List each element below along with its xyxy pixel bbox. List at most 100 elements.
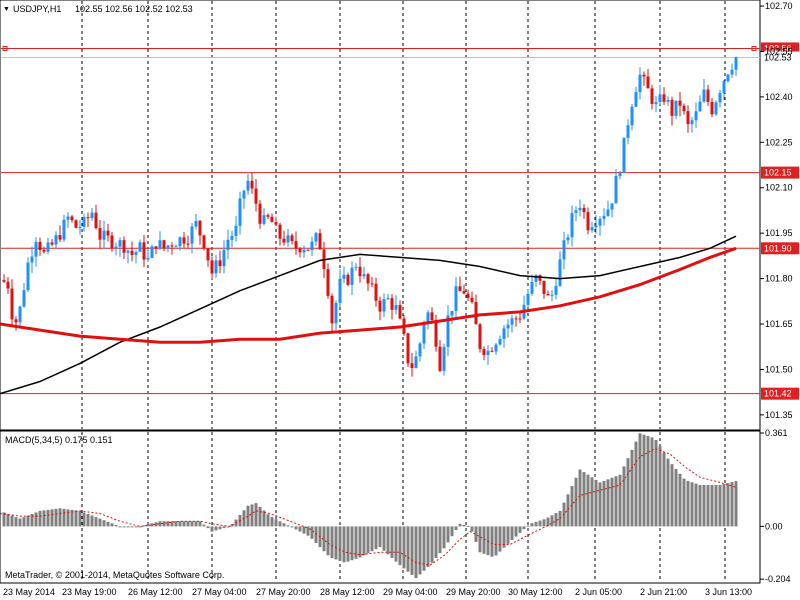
candle-body [354, 266, 358, 268]
macd-bar [370, 526, 374, 552]
level-handle-left [2, 45, 8, 51]
candle-body [666, 99, 670, 102]
macd-bar [458, 523, 462, 527]
candle-body [466, 293, 470, 298]
candle-body [242, 190, 246, 199]
candle-body [554, 285, 558, 295]
candle-body [234, 225, 238, 236]
macd-bar [250, 504, 254, 527]
macd-bar [166, 521, 170, 527]
candle-body [482, 349, 486, 355]
macd-bar [534, 521, 538, 527]
candle-body [198, 220, 202, 236]
price-tick-label: 101.65 [765, 319, 793, 329]
macd-bar [434, 526, 438, 558]
moving-average-red [0, 246, 737, 344]
candle-body [730, 69, 734, 75]
macd-bar [414, 526, 418, 579]
price-level-badge [761, 51, 799, 64]
macd-bar [546, 517, 550, 527]
candle-body [118, 240, 122, 247]
macd-bar [310, 526, 314, 539]
macd-bar [698, 485, 702, 527]
macd-bar [530, 523, 534, 527]
dropdown-arrow-icon[interactable]: ▼ [3, 6, 10, 13]
price-level-badge [761, 42, 799, 55]
candle-body [250, 180, 254, 189]
macd-bar [450, 526, 454, 537]
candle-body [270, 216, 274, 223]
candle-body [450, 310, 454, 316]
macd-bar [170, 521, 174, 527]
macd-bar [598, 482, 602, 527]
candle-body [686, 111, 690, 125]
candle-body [714, 102, 718, 115]
candle-body [210, 260, 214, 274]
macd-bar [174, 521, 178, 527]
candle-body [54, 235, 58, 245]
candle-body [698, 101, 702, 112]
macd-bar [690, 482, 694, 527]
macd-bar [34, 512, 38, 527]
macd-bar [134, 526, 138, 528]
macd-bar [98, 518, 102, 527]
candle-body [166, 245, 170, 249]
macd-bar [18, 518, 22, 527]
macd-bar [230, 524, 234, 527]
macd-bar [22, 517, 26, 527]
price-tick-label: 102.25 [765, 137, 793, 147]
price-tick-label: 101.35 [765, 410, 793, 420]
macd-bar [722, 484, 726, 527]
macd-bar [506, 526, 510, 544]
macd-bar [254, 503, 258, 527]
price-tick-label: 102.10 [765, 183, 793, 193]
price-level-badge [761, 242, 799, 255]
candle-body [546, 293, 550, 296]
macd-bar [538, 520, 542, 527]
candle-body [6, 281, 10, 289]
candle-body [630, 106, 634, 126]
macd-bar [390, 526, 394, 558]
macd-bar [474, 526, 478, 542]
macd-bar [622, 466, 626, 527]
macd-bar [26, 515, 30, 527]
macd-bar [266, 514, 270, 527]
macd-bar [670, 464, 674, 527]
candle-body [26, 262, 30, 291]
macd-bar [362, 526, 366, 556]
macd-bar [290, 526, 294, 528]
macd-bar [30, 513, 34, 527]
candle-body [226, 239, 230, 250]
time-tick-label: 27 May 20:00 [256, 587, 311, 597]
macd-bar [554, 513, 558, 527]
candle-body [30, 256, 34, 263]
candle-body [662, 94, 666, 102]
macd-bar [710, 485, 714, 527]
candle-body [510, 318, 514, 325]
macd-bar [602, 480, 606, 527]
candle-body [514, 318, 518, 320]
candle-body [430, 312, 434, 321]
macd-bar [246, 505, 250, 527]
macd-bar [130, 526, 134, 528]
macd-title: MACD(5,34,5) 0.175 0.151 [5, 435, 113, 445]
candle-body [190, 226, 194, 244]
candle-body [734, 57, 738, 70]
macd-bar [78, 510, 82, 527]
macd-bar [306, 526, 310, 536]
candle-body [142, 242, 146, 260]
candle-body [302, 249, 306, 253]
macd-bar [222, 526, 226, 529]
macd-bar [334, 526, 338, 560]
macd-bar [494, 526, 498, 556]
candle-body [2, 280, 6, 282]
candle-body [186, 243, 190, 245]
candle-body [670, 99, 674, 116]
macd-bar [14, 517, 18, 527]
candle-body [46, 242, 50, 252]
macd-bar [326, 526, 330, 556]
footer-copyright: MetaTrader, © 2001-2014, MetaQuotes Soft… [5, 570, 224, 580]
macd-bar [654, 440, 658, 527]
candle-body [90, 212, 94, 219]
macd-bar [118, 526, 122, 528]
